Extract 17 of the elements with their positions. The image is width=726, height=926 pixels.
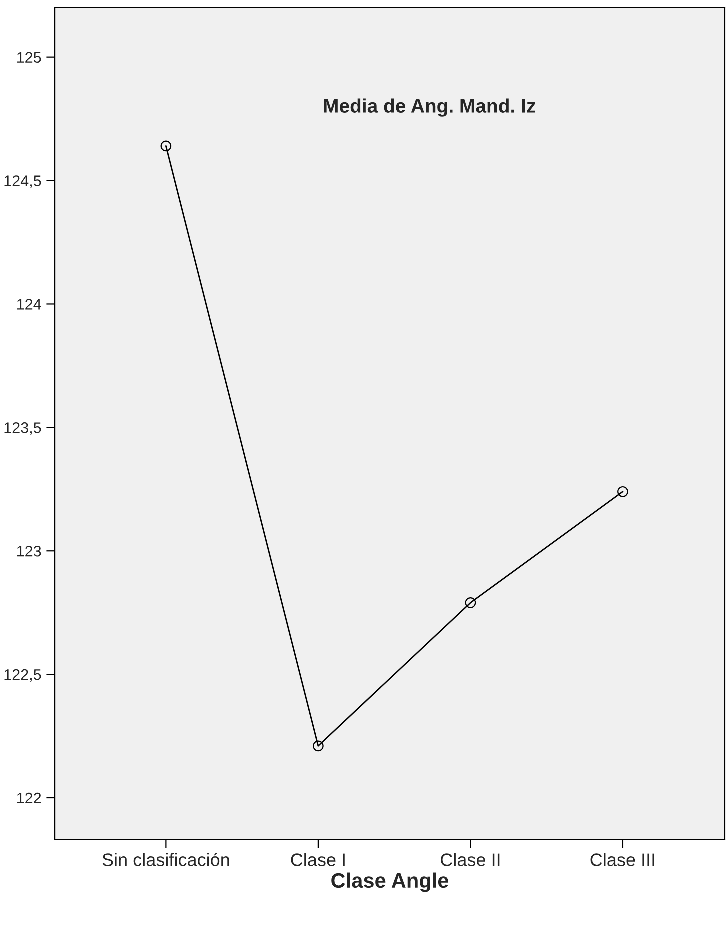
y-tick-label: 123,5 xyxy=(4,422,42,436)
x-tick-label: Clase II xyxy=(441,853,500,866)
y-tick-label: 125 xyxy=(18,52,42,64)
point xyxy=(313,740,324,752)
x-tick-label: Clase III xyxy=(590,853,654,866)
point xyxy=(465,598,476,608)
annotation: Media de Ang. Mand. Iz xyxy=(324,98,536,117)
y-tick-label: 122,5 xyxy=(4,669,42,682)
x-tick-label: Sin clasificación xyxy=(102,852,230,866)
point xyxy=(160,140,172,152)
y-tick-label: 123 xyxy=(18,546,42,557)
x-axis-title: Clase Angle xyxy=(332,872,449,892)
y-tick-label: 124 xyxy=(18,299,42,310)
x-tick-label: Clase I xyxy=(291,853,345,866)
point xyxy=(618,486,628,498)
y-tick-label: 122 xyxy=(18,792,42,804)
y-tick-label: 124,5 xyxy=(4,176,42,188)
